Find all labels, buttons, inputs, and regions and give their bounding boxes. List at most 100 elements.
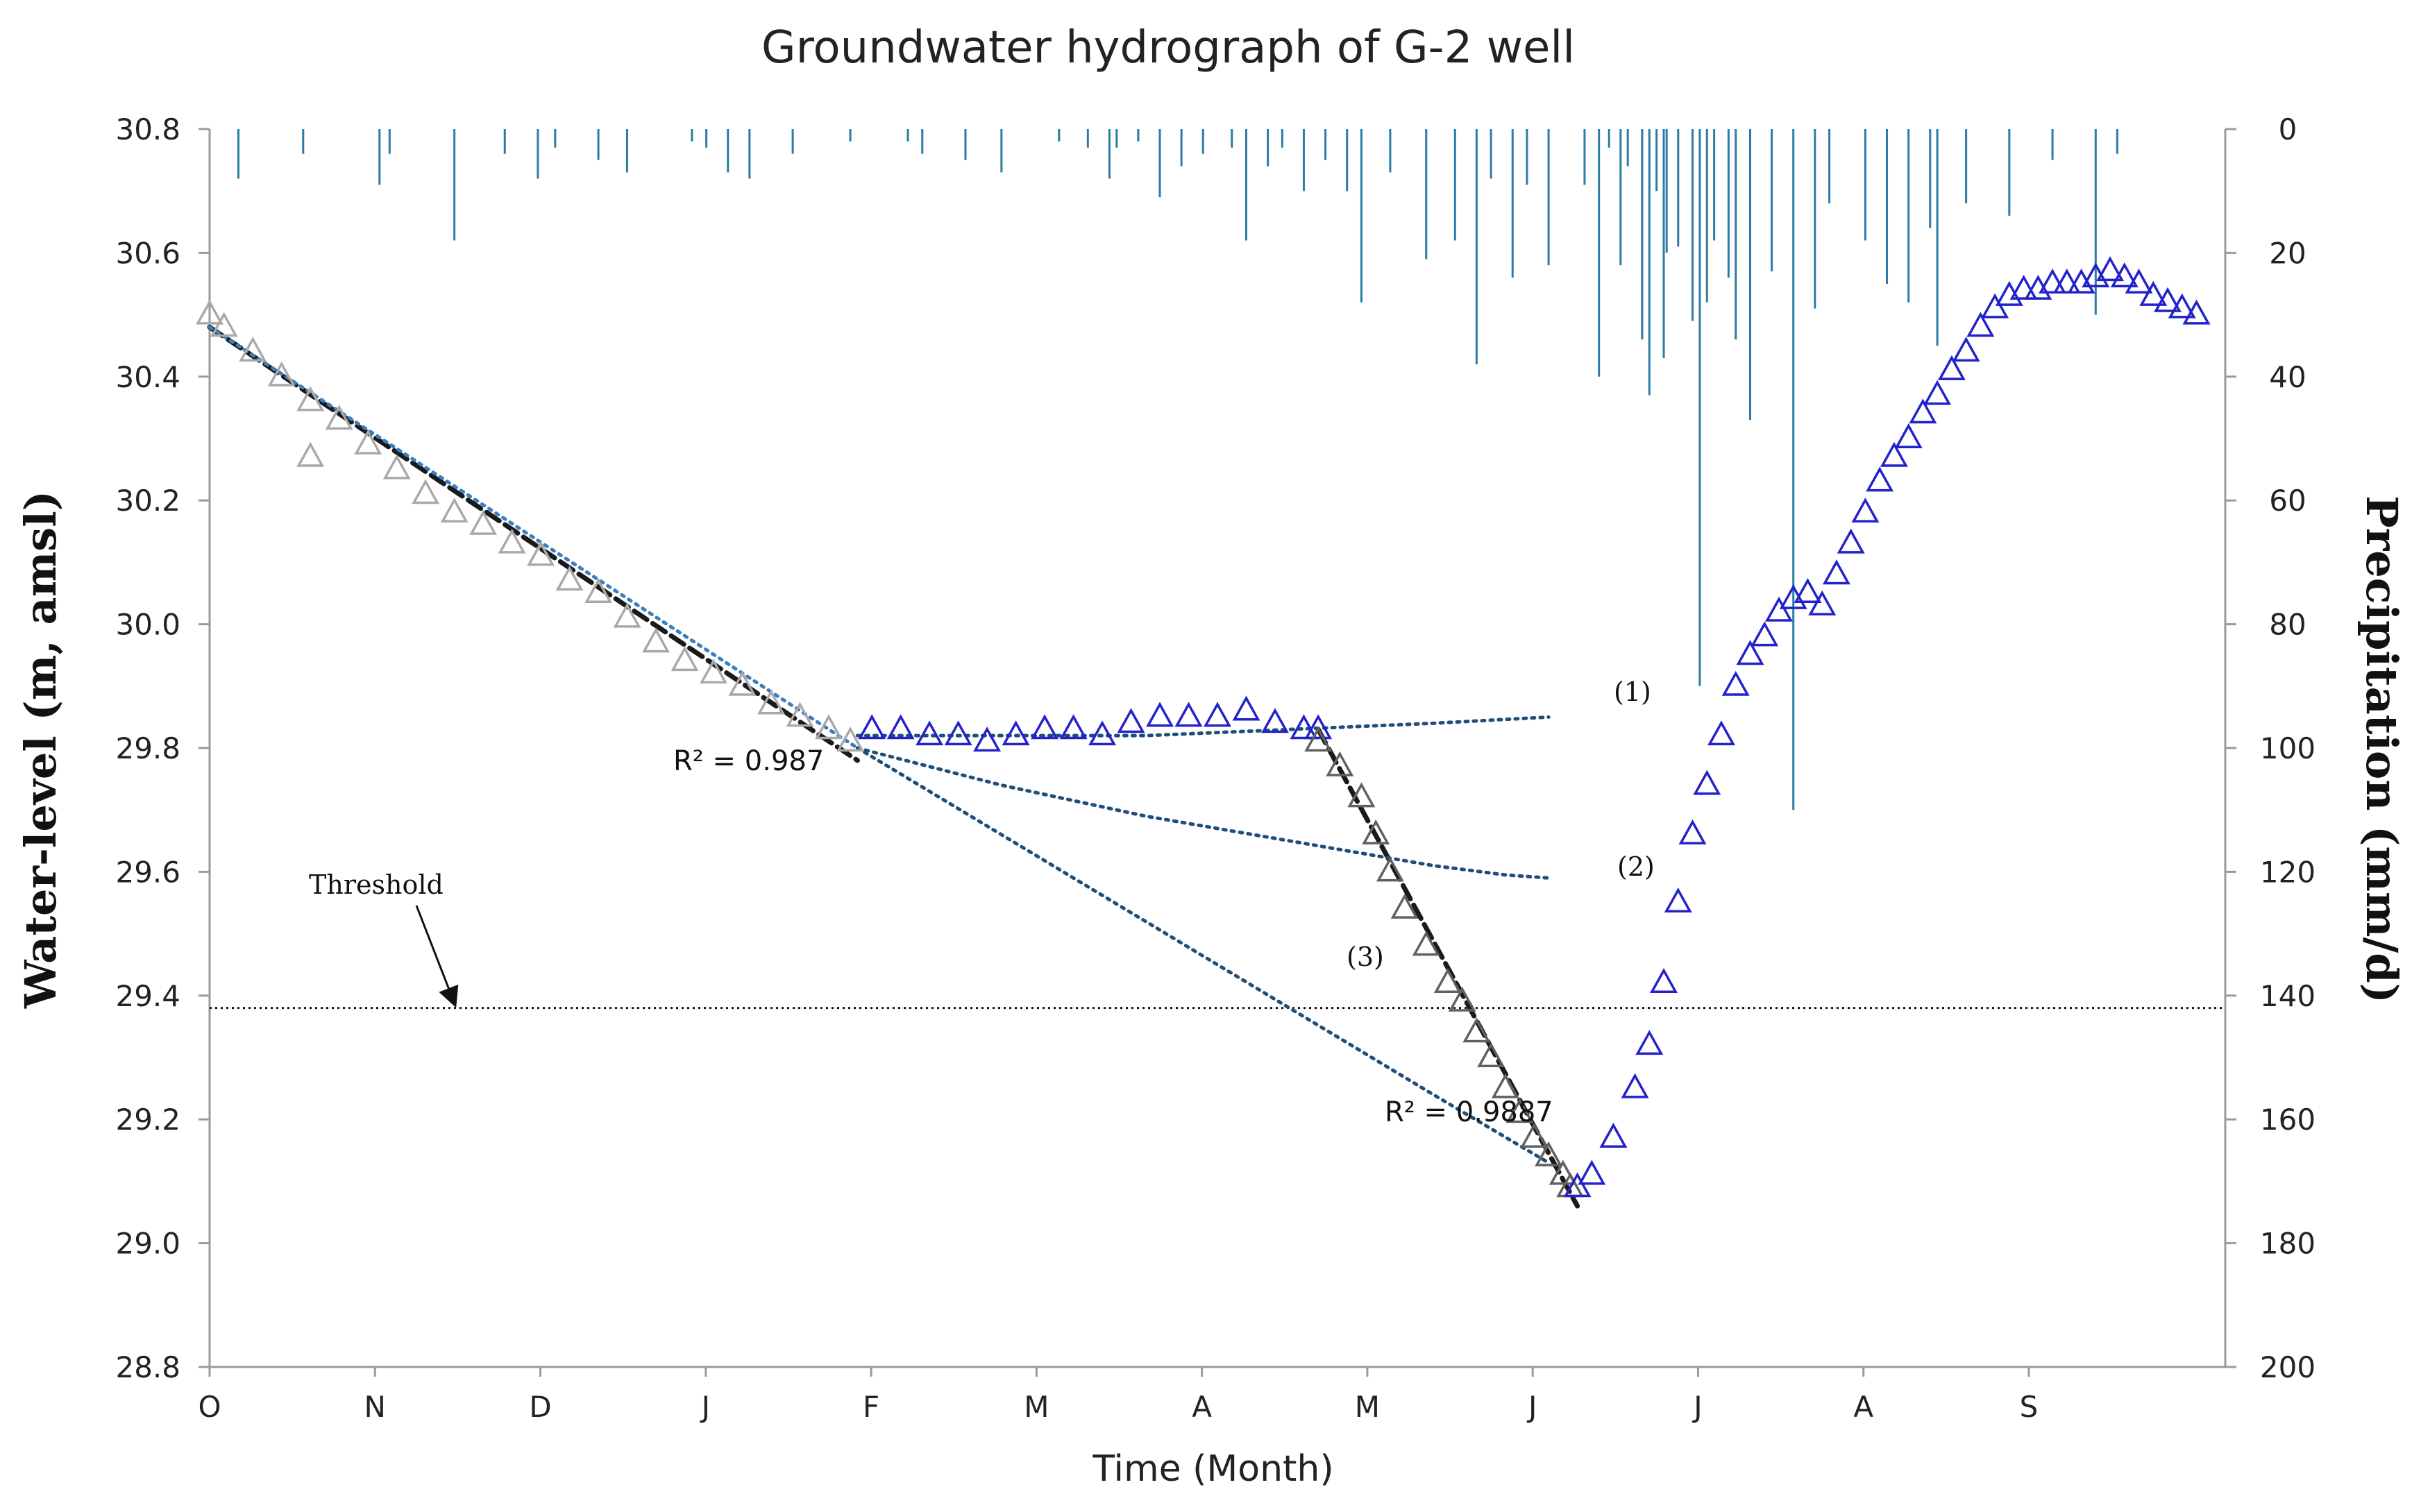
y2-tick-label: 200 [2260,1350,2315,1384]
water-level-point [642,627,670,653]
scenario-2-label: (2) [1617,851,1655,882]
water-level-point [1599,1122,1628,1148]
water-level-point [2125,269,2153,294]
x-tick-label-F: F [863,1390,879,1424]
water-level-point [2052,269,2081,294]
trend-line-3 [855,715,1551,738]
water-level-point [1751,621,1779,647]
water-level-point [1721,670,1750,696]
water-level-point [1578,1160,1606,1185]
scenario-1-label: (1) [1614,677,1651,707]
y2-tick-label: 180 [2260,1227,2315,1261]
water-level-point [1808,590,1837,615]
water-level-point [2154,287,2182,312]
water-level-point [786,702,814,727]
water-level-point [440,498,469,523]
water-level-point [325,405,353,430]
water-level-point [1433,967,1462,993]
water-level-point [1635,1030,1664,1055]
water-level-point [1563,1172,1592,1198]
water-level-point [196,299,223,325]
y-tick-label: 28.8 [115,1350,180,1384]
water-level-point [1477,1042,1505,1067]
water-level-point [296,386,325,411]
water-level-point [527,541,555,566]
x-tick-label-A: A [1853,1390,1873,1424]
water-level-point [1117,708,1145,733]
water-level-point [239,337,267,362]
water-level-point [886,714,915,740]
water-level-point [354,429,382,455]
y-tick-label: 29.8 [115,731,180,765]
trend-line-4 [855,746,1551,880]
water-level-point [1304,714,1333,740]
water-level-point [1837,528,1865,554]
y2-tick-label: 100 [2260,731,2315,765]
water-level-point [2096,256,2125,282]
water-level-point [944,720,972,746]
water-level-point [1693,770,1721,795]
water-level-point [2110,262,2139,288]
water-level-point [1260,708,1289,733]
x-axis-label: Time (Month) [1092,1448,1333,1490]
water-level-point [1822,559,1850,585]
water-level-point [1880,441,1908,467]
r2-first-label: R² = 0.987 [673,745,824,777]
y-tick-label: 30.6 [115,236,180,270]
y-tick-label: 30.4 [115,360,180,394]
water-level-point [1851,498,1880,523]
water-level-point [1146,702,1174,727]
water-level-point [1923,380,1952,405]
water-level-point [1650,967,1678,993]
water-level-point [1326,751,1354,776]
threshold-label: Threshold [309,869,444,900]
chart-title: Groundwater hydrograph of G-2 well [761,22,1575,74]
water-level-point [858,714,886,740]
water-level-point [267,361,296,387]
water-level-point [1462,1017,1491,1043]
x-tick-label-N: N [364,1390,386,1424]
y-axis-label: Water-level (m, amsl) [15,491,66,1009]
water-level-point [2009,274,2038,300]
water-level-point [2139,280,2168,306]
x-tick-label-J: J [700,1390,710,1424]
water-level-point [412,479,440,504]
water-level-point [1002,720,1030,746]
y-tick-label: 30.8 [115,112,180,146]
water-level-point [382,454,411,479]
x-tick-label-M: M [1024,1390,1049,1424]
y2-tick-label: 20 [2269,236,2306,270]
x-tick-label-J: J [1526,1390,1537,1424]
y2-axis-label: Precipitation (mm/d) [2356,495,2407,1003]
y2-tick-label: 120 [2260,855,2315,889]
water-level-point [555,566,584,591]
water-level-point [1031,714,1059,740]
water-level-point [1174,702,1203,727]
water-level-point [1491,1073,1519,1098]
precipitation-bars [208,129,2118,810]
water-level-point [296,441,325,467]
threshold-line-group: Threshold [210,869,2225,1010]
x-tick-label-D: D [529,1390,551,1424]
y2-tick-label: 40 [2269,360,2306,394]
water-level-point [1736,640,1764,665]
water-level-point [1707,720,1735,746]
water-level-point [1059,714,1088,740]
water-level-point [1535,1141,1563,1166]
water-level-point [1232,695,1260,721]
water-level-points [196,256,2211,1198]
water-level-point [498,528,526,554]
water-level-point [584,578,613,603]
r2-second-label: R² = 0.9887 [1385,1096,1553,1128]
water-level-point [814,714,843,740]
y-tick-label: 29.4 [115,979,180,1013]
water-level-point [973,727,1002,752]
water-level-point [1376,856,1404,882]
water-level-point [757,689,785,715]
water-level-point [1448,986,1476,1012]
water-level-point [1937,355,1966,380]
y2-tick-label: 60 [2269,484,2306,518]
water-level-point [1505,1098,1534,1123]
water-level-point [728,670,757,696]
